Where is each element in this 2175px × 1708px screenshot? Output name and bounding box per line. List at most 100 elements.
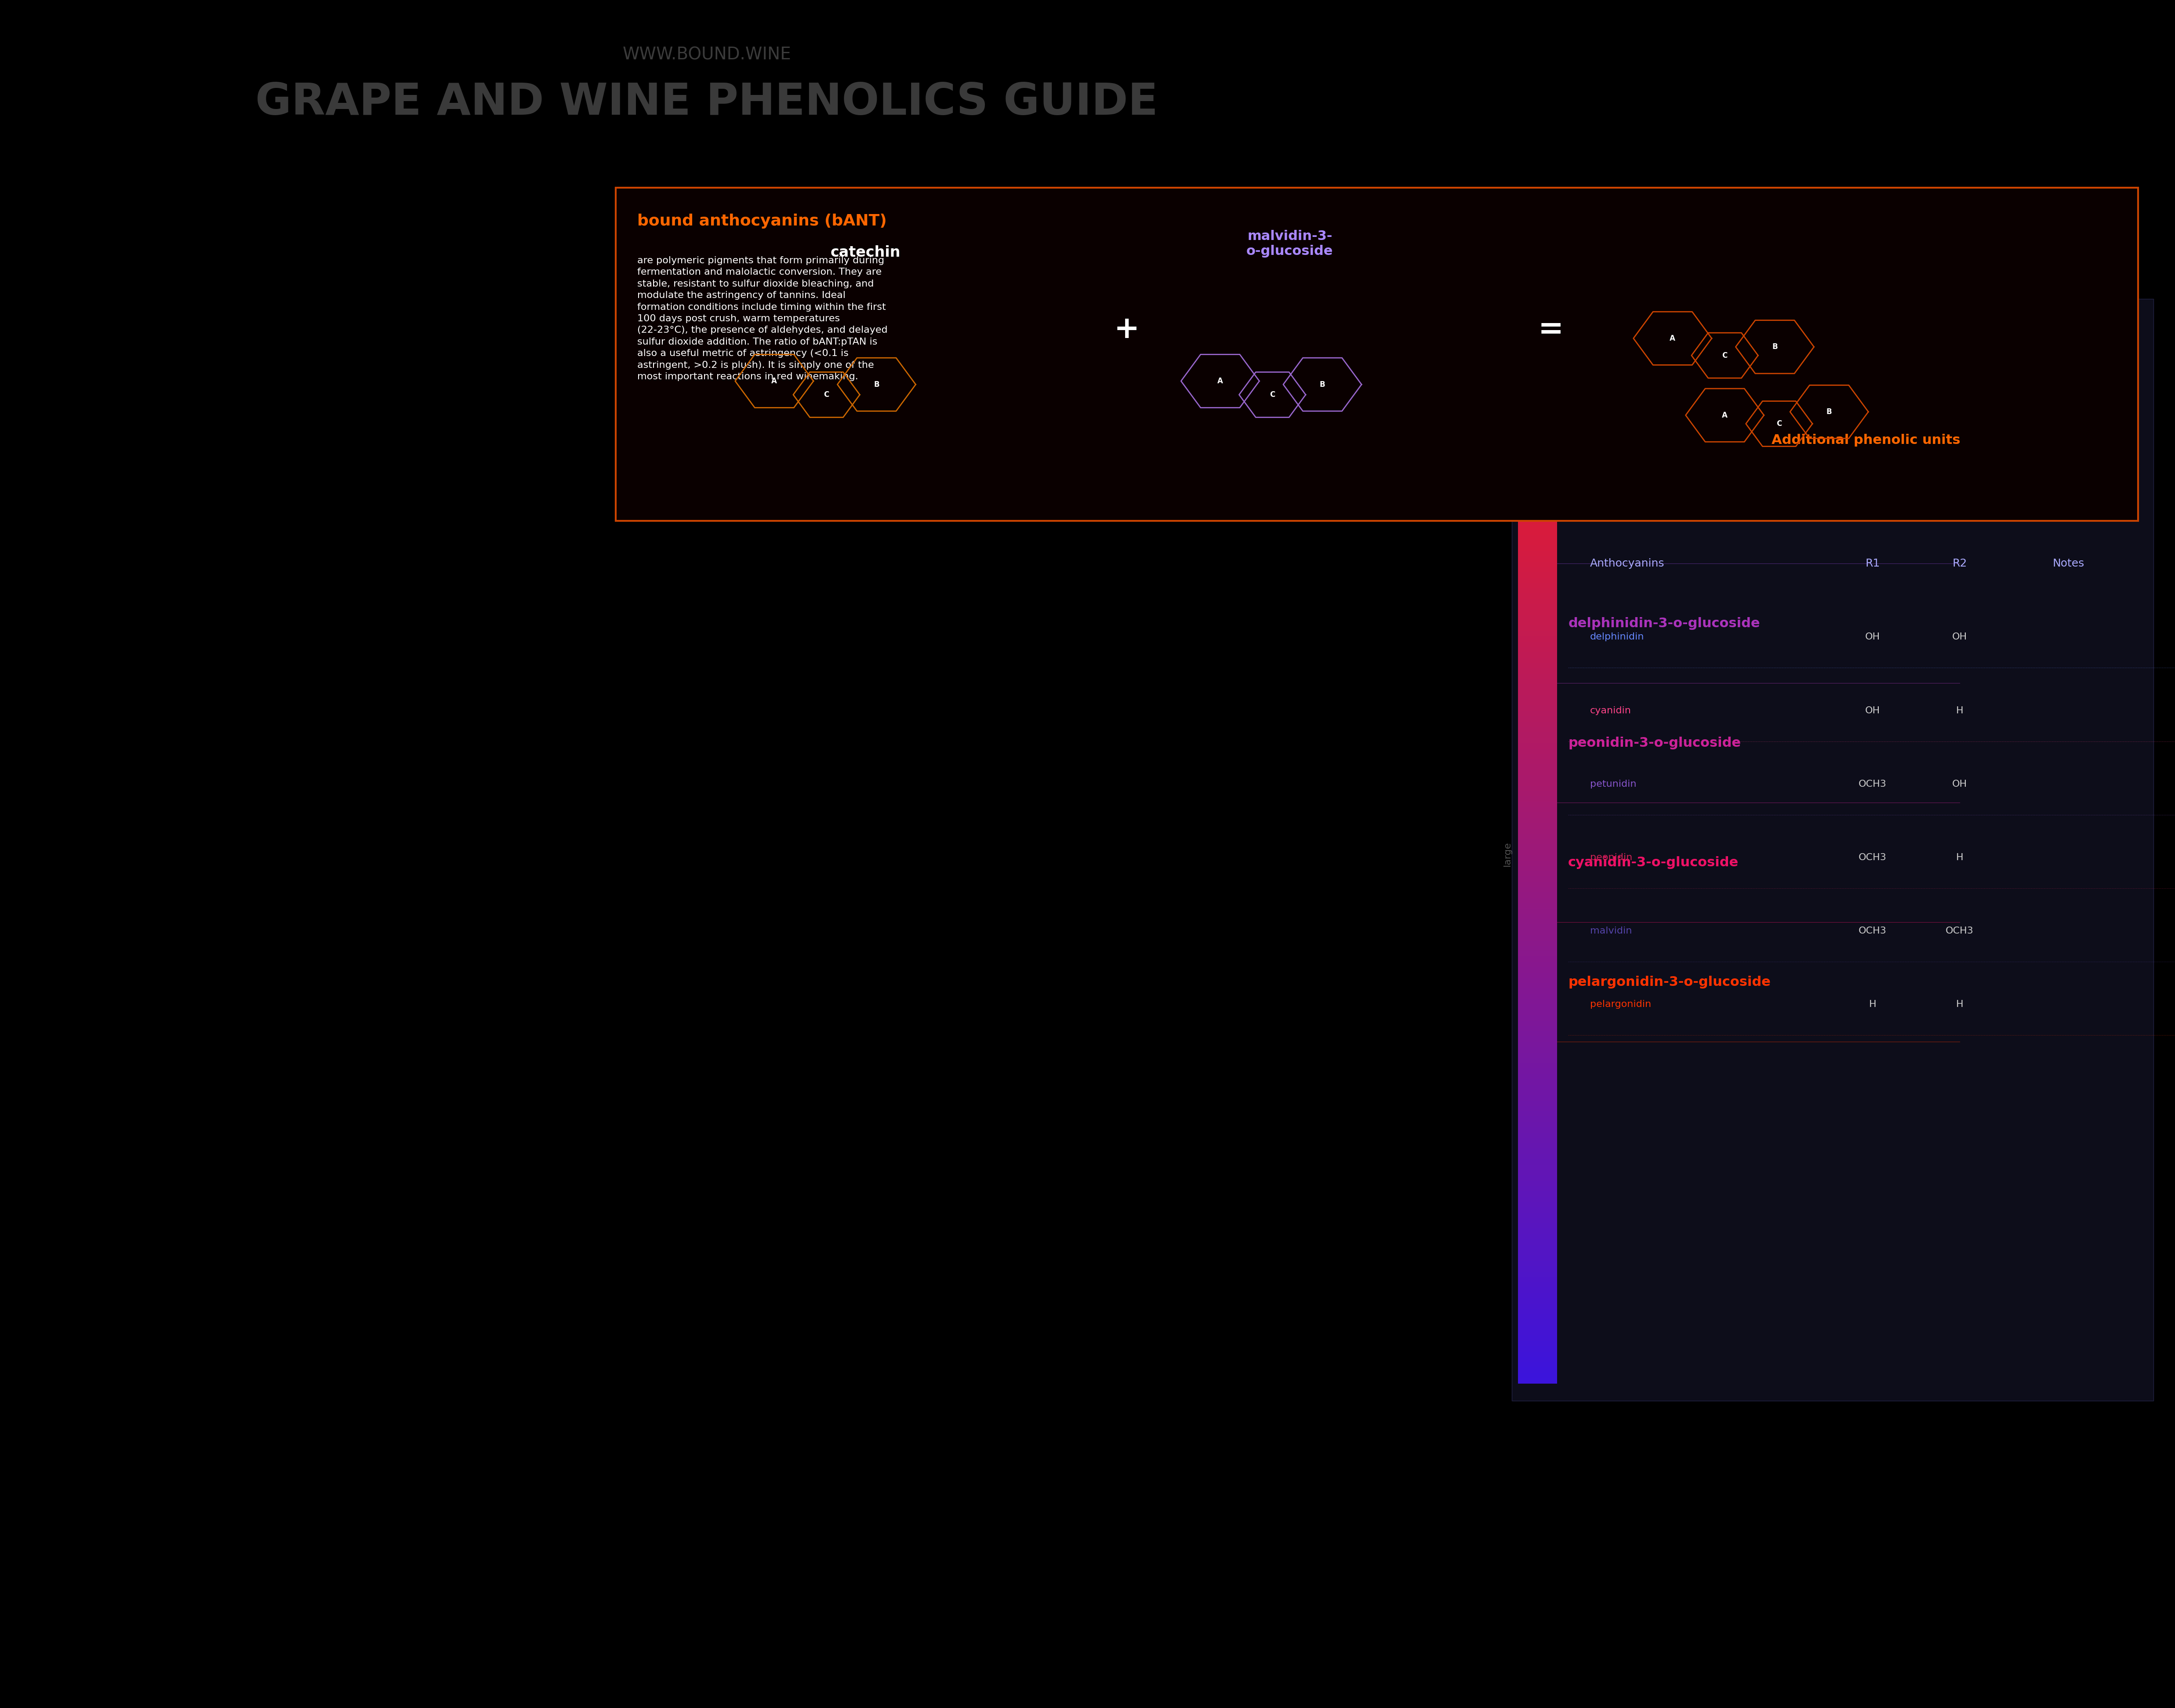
Bar: [1518, 434, 1557, 439]
Bar: [1518, 492, 1557, 497]
Bar: [1518, 343, 1557, 348]
Bar: [2066, 287, 2073, 301]
Text: petunidin-3-o-glucoside: petunidin-3-o-glucoside: [1568, 497, 1749, 511]
Text: H: H: [1955, 852, 1964, 863]
Bar: [1518, 509, 1557, 514]
Bar: [1518, 786, 1557, 791]
Bar: [1518, 417, 1557, 424]
Bar: [1518, 316, 1557, 321]
Bar: [1940, 287, 1947, 301]
Bar: [1518, 823, 1557, 828]
Bar: [1518, 502, 1557, 509]
Bar: [1818, 287, 1825, 301]
Bar: [1790, 287, 1794, 301]
Text: A: A: [1218, 377, 1222, 384]
Bar: [1518, 1255, 1557, 1261]
Bar: [1518, 605, 1557, 610]
Bar: [1923, 287, 1927, 301]
Bar: [2042, 287, 2049, 301]
Bar: [2055, 287, 2060, 301]
Bar: [1518, 1298, 1557, 1303]
Bar: [1518, 535, 1557, 540]
Text: R2: R2: [1953, 559, 1966, 569]
Bar: [1620, 287, 1627, 301]
Bar: [2049, 287, 2055, 301]
Bar: [1518, 856, 1557, 861]
Bar: [1518, 881, 1557, 886]
Bar: [1518, 652, 1557, 658]
Bar: [1518, 1032, 1557, 1037]
Bar: [1518, 743, 1557, 748]
Bar: [1518, 1100, 1557, 1107]
Bar: [1559, 287, 1566, 301]
Bar: [2005, 287, 2012, 301]
Bar: [1814, 287, 1818, 301]
Bar: [2073, 287, 2079, 301]
Bar: [1934, 287, 1940, 301]
Bar: [1518, 1271, 1557, 1276]
Bar: [1668, 287, 1675, 301]
Text: peonidin: peonidin: [1590, 852, 1631, 863]
Text: OH: OH: [1866, 632, 1879, 642]
Bar: [1518, 519, 1557, 524]
Text: C: C: [1270, 391, 1275, 398]
Bar: [1753, 287, 1760, 301]
Bar: [1633, 287, 1638, 301]
Bar: [1518, 1336, 1557, 1341]
Bar: [1518, 1107, 1557, 1112]
Text: A: A: [1723, 412, 1727, 418]
Bar: [1518, 1197, 1557, 1202]
Text: H: H: [1955, 999, 1964, 1009]
Bar: [1518, 956, 1557, 962]
Bar: [1518, 775, 1557, 781]
Bar: [1838, 287, 1844, 301]
Bar: [1825, 287, 1831, 301]
Bar: [1566, 287, 1573, 301]
Bar: [1518, 577, 1557, 582]
Text: OH: OH: [1953, 632, 1966, 642]
Bar: [1518, 1009, 1557, 1015]
Bar: [1518, 338, 1557, 343]
Bar: [1518, 796, 1557, 801]
Bar: [1807, 287, 1814, 301]
Text: cyanidin: cyanidin: [1590, 705, 1631, 716]
Bar: [1518, 936, 1557, 941]
Bar: [1705, 287, 1712, 301]
Text: malvidin-3-o-glucoside: malvidin-3-o-glucoside: [1568, 377, 1740, 391]
Bar: [1638, 287, 1644, 301]
Text: bound anthocyanins (bANT): bound anthocyanins (bANT): [637, 214, 887, 229]
Bar: [1518, 658, 1557, 663]
Bar: [1518, 557, 1557, 562]
Bar: [1518, 1170, 1557, 1175]
Bar: [1681, 287, 1688, 301]
Bar: [1518, 630, 1557, 637]
Bar: [1518, 1069, 1557, 1074]
Bar: [1518, 364, 1557, 369]
Bar: [1518, 1143, 1557, 1148]
Bar: [1518, 424, 1557, 429]
Bar: [1662, 287, 1668, 301]
Bar: [1518, 1378, 1557, 1383]
Bar: [1518, 1185, 1557, 1192]
Bar: [2079, 287, 2084, 301]
Bar: [1518, 600, 1557, 605]
Bar: [1831, 287, 1838, 301]
Text: peonidin-3-o-glucoside: peonidin-3-o-glucoside: [1568, 736, 1740, 750]
Bar: [1518, 1261, 1557, 1266]
Bar: [1518, 396, 1557, 401]
Bar: [2029, 287, 2036, 301]
Text: malvidin: malvidin: [1590, 926, 1631, 936]
Bar: [1518, 700, 1557, 705]
Text: Notes: Notes: [2053, 559, 2084, 569]
Bar: [1518, 625, 1557, 630]
Bar: [1518, 876, 1557, 881]
Bar: [1518, 989, 1557, 994]
Bar: [2108, 287, 2114, 301]
Bar: [1518, 951, 1557, 956]
Bar: [1518, 1138, 1557, 1143]
Bar: [1518, 1149, 1557, 1155]
FancyBboxPatch shape: [616, 188, 2138, 521]
Bar: [1518, 1319, 1557, 1325]
Bar: [1518, 919, 1557, 924]
Bar: [1518, 967, 1557, 972]
